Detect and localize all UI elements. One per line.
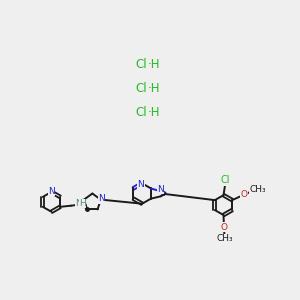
Text: ·H: ·H [148, 58, 161, 71]
Text: N: N [75, 199, 82, 208]
Text: N: N [98, 194, 105, 203]
Text: H: H [79, 199, 86, 208]
Text: Cl: Cl [135, 106, 147, 119]
Text: ·H: ·H [148, 106, 161, 119]
Text: N: N [138, 180, 144, 189]
Text: ·H: ·H [148, 82, 161, 95]
Text: CH₃: CH₃ [216, 234, 233, 243]
Text: O: O [221, 223, 228, 232]
Text: N: N [48, 187, 55, 196]
Text: CH₃: CH₃ [249, 185, 266, 194]
Text: Cl: Cl [220, 175, 230, 185]
Text: N: N [158, 185, 164, 194]
Text: Cl: Cl [135, 58, 147, 71]
Text: Cl: Cl [135, 82, 147, 95]
Text: O: O [241, 190, 248, 199]
